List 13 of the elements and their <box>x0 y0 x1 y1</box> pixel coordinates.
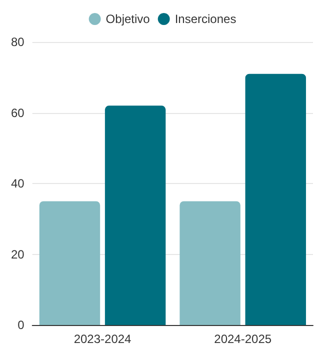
y-tick-label: 60 <box>10 106 25 120</box>
legend-label: Inserciones <box>174 12 236 26</box>
legend-label: Objetivo <box>106 12 150 26</box>
y-tick-label: 80 <box>10 35 25 49</box>
bar <box>39 201 100 325</box>
bar <box>245 74 306 325</box>
x-tick-label: 2024-2025 <box>214 332 272 346</box>
y-tick-label: 0 <box>18 318 25 332</box>
bar <box>180 201 240 325</box>
y-tick-label: 40 <box>10 176 25 190</box>
bar <box>104 106 166 325</box>
x-tick-label: 2023-2024 <box>74 332 132 346</box>
y-tick-label: 20 <box>10 247 25 262</box>
